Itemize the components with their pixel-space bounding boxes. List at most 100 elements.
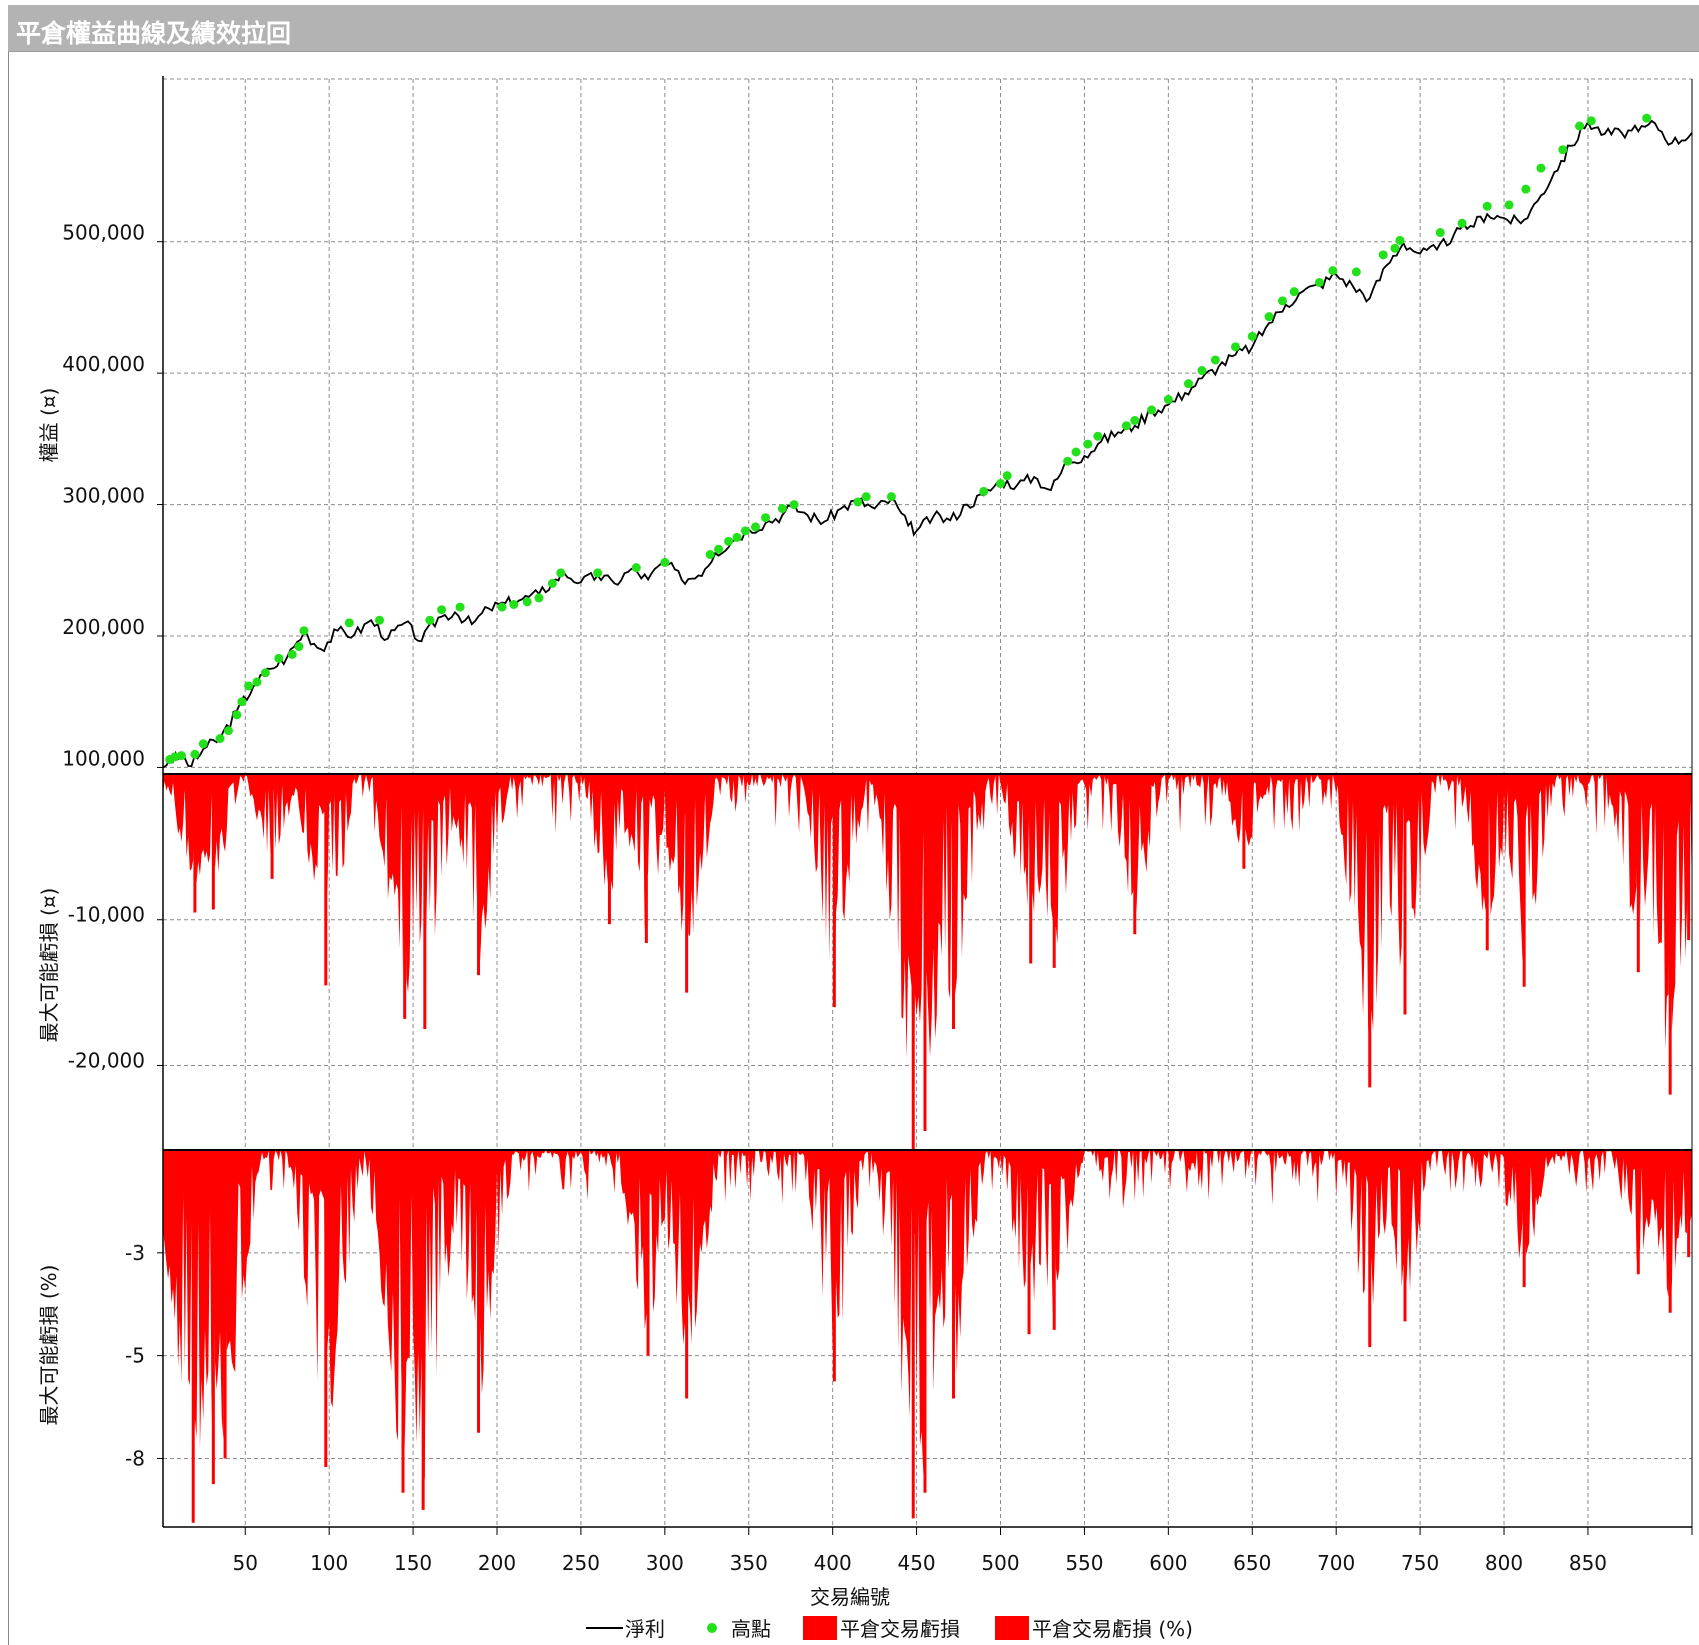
high-point xyxy=(223,726,233,736)
high-point xyxy=(750,522,760,532)
high-point xyxy=(1435,228,1445,238)
equity-line xyxy=(162,119,1693,769)
high-point xyxy=(547,578,557,588)
high-point xyxy=(761,513,771,523)
high-point xyxy=(1230,342,1240,352)
high-point xyxy=(1351,267,1361,277)
high-point xyxy=(232,710,242,720)
dd-pct-tick-label: -8 xyxy=(125,1446,145,1470)
drawdown-abs-y-axis-label: 最大可能虧損 (¤) xyxy=(37,888,61,1043)
equity-tick-label: 100,000 xyxy=(62,746,145,770)
high-point xyxy=(1130,415,1140,425)
high-point xyxy=(294,642,304,652)
x-tick-label: 550 xyxy=(1065,1551,1103,1575)
x-tick-label: 600 xyxy=(1149,1551,1187,1575)
x-tick-label: 800 xyxy=(1485,1551,1523,1575)
x-tick-label: 450 xyxy=(897,1551,935,1575)
high-point xyxy=(1247,331,1257,341)
x-tick-label: 500 xyxy=(981,1551,1019,1575)
dd-pct-tick-label: -5 xyxy=(125,1344,145,1368)
high-point xyxy=(1183,379,1193,389)
x-tick-label: 350 xyxy=(730,1551,768,1575)
legend-dot-swatch xyxy=(707,1623,717,1633)
equity-tick-label: 200,000 xyxy=(62,615,145,639)
drawdown-abs-area xyxy=(163,774,1692,1141)
high-point xyxy=(1314,277,1324,287)
x-axis-label: 交易編號 xyxy=(810,1585,890,1609)
equity-tick-label: 500,000 xyxy=(62,221,145,245)
high-point xyxy=(170,752,180,762)
high-point xyxy=(1521,184,1531,194)
legend-label-high-points: 高點 xyxy=(731,1617,771,1641)
drawdown-pct-y-axis-label: 最大可能虧損 (%) xyxy=(37,1265,61,1426)
high-point xyxy=(1536,163,1546,173)
legend-label-drawdown-abs: 平倉交易虧損 xyxy=(840,1617,960,1641)
grid-lines xyxy=(163,78,1692,1527)
high-point xyxy=(1264,312,1274,322)
high-point xyxy=(714,544,724,554)
axis-labels: 權益 (¤) 最大可能虧損 (¤) 最大可能虧損 (%) 交易編號 xyxy=(37,388,890,1609)
high-point xyxy=(777,504,787,514)
drawdown-abs-panel xyxy=(163,774,1692,1150)
high-point xyxy=(1210,355,1220,365)
x-tick-label: 750 xyxy=(1401,1551,1439,1575)
high-point xyxy=(1457,218,1467,228)
equity-tick-label: 400,000 xyxy=(62,352,145,376)
high-point xyxy=(425,615,435,625)
x-tick-label: 700 xyxy=(1317,1551,1355,1575)
high-point xyxy=(509,599,519,609)
high-point xyxy=(198,739,208,749)
high-point xyxy=(190,749,200,759)
high-point xyxy=(215,734,225,744)
high-point xyxy=(556,568,566,578)
x-tick-label: 50 xyxy=(233,1551,258,1575)
high-point xyxy=(593,568,603,578)
legend-label-drawdown-pct: 平倉交易虧損 (%) xyxy=(1032,1617,1193,1641)
high-point xyxy=(1289,287,1299,297)
high-point xyxy=(1575,121,1585,131)
high-point xyxy=(1197,366,1207,376)
high-point xyxy=(631,563,641,573)
high-point xyxy=(1002,471,1012,481)
axes: 50 100 150 200 250 300 350 400 450 500 550 600 650 70… xyxy=(62,76,1693,1575)
high-point xyxy=(1163,394,1173,404)
high-point xyxy=(979,486,989,496)
equity-y-axis-label: 權益 (¤) xyxy=(37,388,61,463)
window-title: 平倉權益曲線及績效拉回 xyxy=(16,19,292,48)
drawdown-pct-panel xyxy=(163,1150,1692,1523)
high-point xyxy=(1147,405,1157,415)
x-tick-label: 300 xyxy=(646,1551,684,1575)
legend-box-swatch-1 xyxy=(803,1616,837,1640)
x-tick-label: 200 xyxy=(478,1551,516,1575)
high-point xyxy=(660,557,670,567)
high-point xyxy=(789,500,799,510)
equity-panel xyxy=(162,113,1693,769)
dd-pct-tick-label: -3 xyxy=(125,1241,145,1265)
high-point xyxy=(740,526,750,536)
high-point xyxy=(260,668,270,678)
high-point xyxy=(176,751,186,761)
x-tick-label: 850 xyxy=(1569,1551,1607,1575)
high-point xyxy=(1071,447,1081,457)
high-point xyxy=(1395,235,1405,245)
high-point xyxy=(1063,456,1073,466)
window-left-border xyxy=(8,5,9,1645)
high-point xyxy=(1504,200,1514,210)
high-point xyxy=(1586,116,1596,126)
dd-abs-tick-label: -20,000 xyxy=(68,1048,145,1072)
high-point xyxy=(237,697,247,707)
dd-abs-tick-label: -10,000 xyxy=(68,903,145,927)
equity-tick-label: 300,000 xyxy=(62,484,145,508)
high-point xyxy=(274,653,284,663)
high-point xyxy=(1121,421,1131,431)
high-point xyxy=(1390,243,1400,253)
high-point xyxy=(1328,266,1338,276)
x-tick-label: 400 xyxy=(814,1551,852,1575)
high-point xyxy=(1482,201,1492,211)
high-point xyxy=(252,677,262,687)
high-point xyxy=(724,536,734,546)
x-tick-label: 250 xyxy=(562,1551,600,1575)
x-tick-label: 100 xyxy=(310,1551,348,1575)
high-point xyxy=(886,492,896,502)
